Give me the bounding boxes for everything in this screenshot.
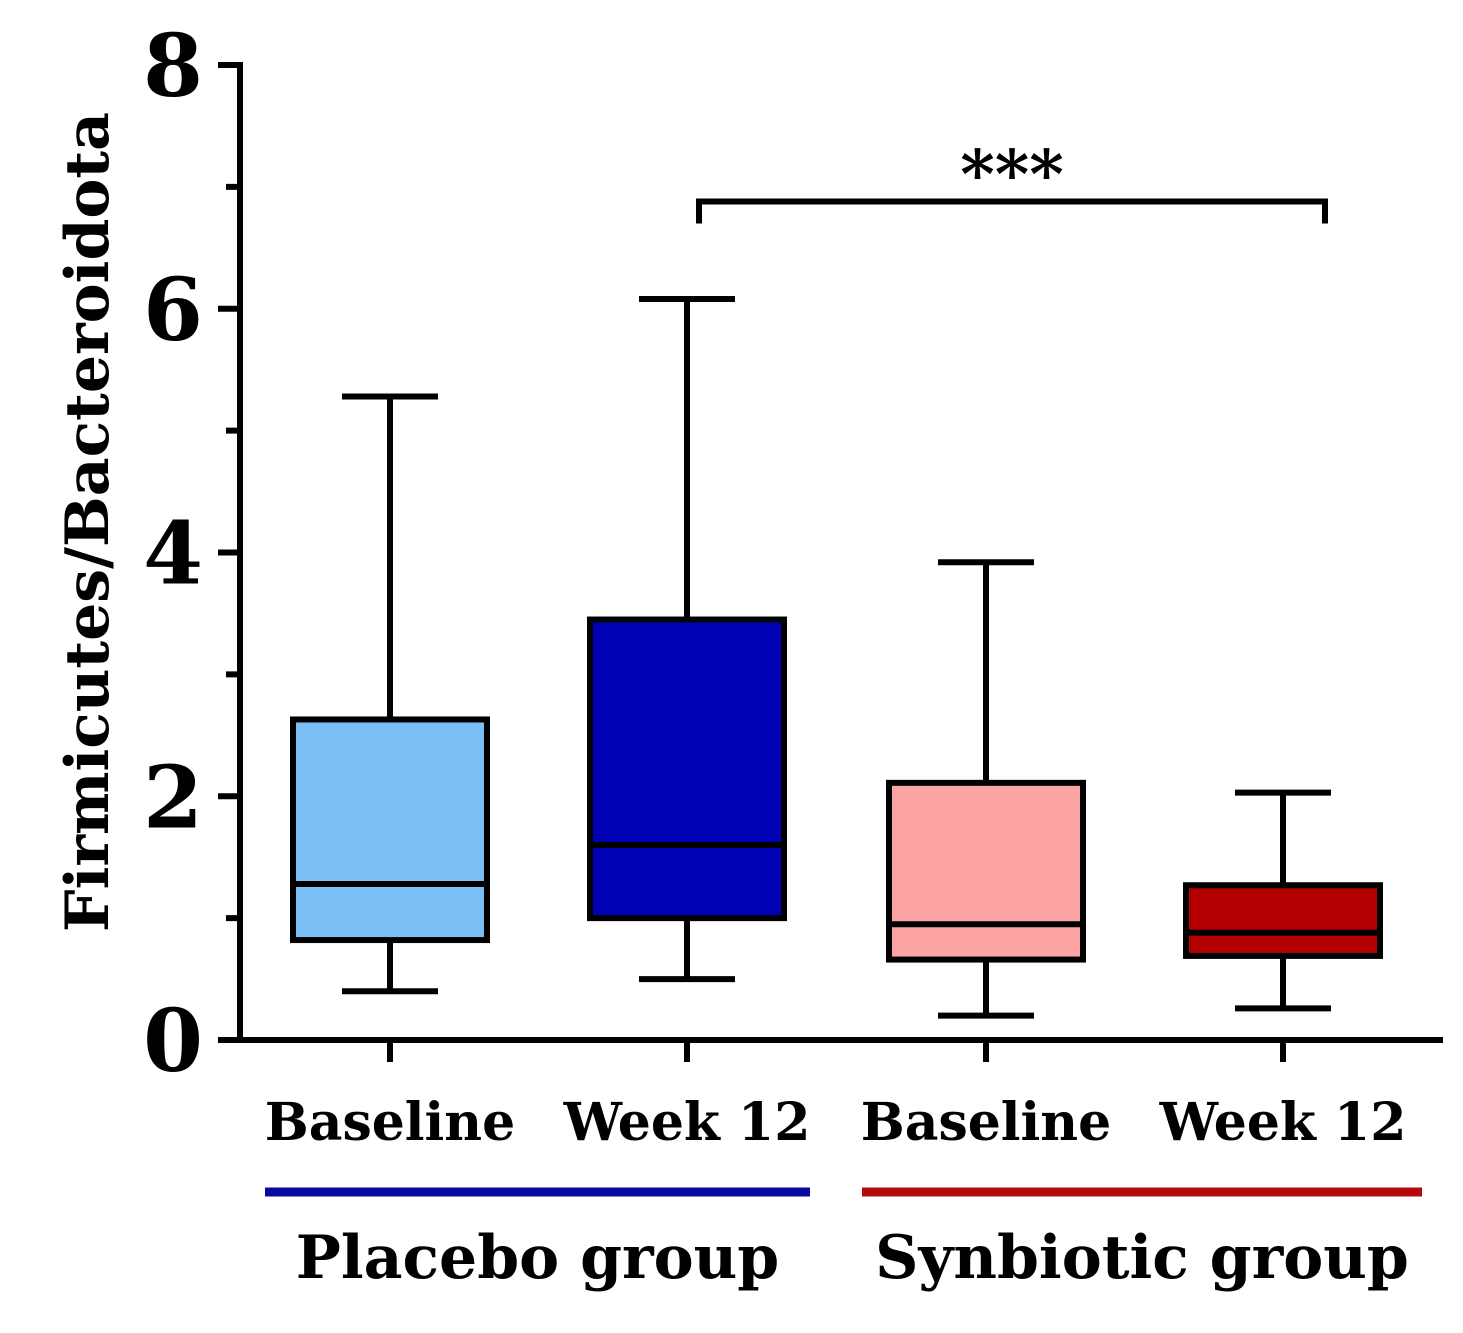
- category-label: Week 12: [563, 1092, 811, 1153]
- y-tick-label: 0: [143, 991, 203, 1092]
- y-tick-label: 8: [143, 16, 203, 117]
- axes: 0 2 4 6 8: [143, 16, 1443, 1092]
- category-label: Week 12: [1159, 1092, 1407, 1153]
- y-axis-label: Firmicutes/Bacteroidota: [53, 112, 123, 932]
- y-tick-label: 2: [143, 747, 203, 848]
- box-3: [886, 559, 1086, 1019]
- box-2: [587, 296, 787, 983]
- boxes: [290, 296, 1383, 1019]
- category-label: Baseline: [265, 1092, 515, 1153]
- y-tick-label: 4: [143, 504, 203, 605]
- box-iqr: [290, 716, 490, 944]
- y-tick-label: 6: [143, 260, 203, 361]
- significance-bracket: [696, 198, 1328, 224]
- group-label: Synbiotic group: [875, 1223, 1409, 1293]
- significance-stars: ***: [960, 136, 1064, 214]
- box-iqr: [1183, 882, 1383, 959]
- group-label: Placebo group: [296, 1223, 780, 1293]
- significance-annotation: ***: [696, 136, 1328, 224]
- box-iqr: [587, 616, 787, 922]
- category-labels: Baseline Week 12 Baseline Week 12: [265, 1092, 1407, 1153]
- box-4: [1183, 789, 1383, 1012]
- group-labels: Placebo group Synbiotic group: [265, 1187, 1422, 1293]
- box-1: [290, 393, 490, 995]
- box-iqr: [886, 779, 1086, 963]
- category-label: Baseline: [861, 1092, 1111, 1153]
